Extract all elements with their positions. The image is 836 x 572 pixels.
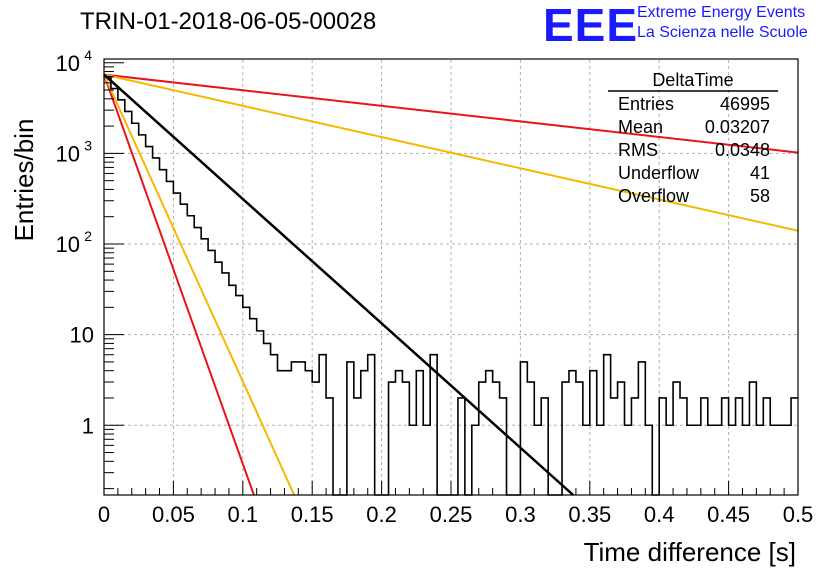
y-tick-label-exponent: 3 — [84, 137, 92, 153]
grid-lines — [104, 59, 798, 495]
x-tick-label: 0.15 — [291, 502, 334, 527]
y-tick-label: 10 — [56, 51, 80, 76]
stats-value-underflow: 41 — [750, 163, 770, 183]
stats-label-underflow: Underflow — [618, 163, 700, 183]
red-fast-fit-line — [103, 74, 255, 496]
x-tick-label: 0.1 — [228, 502, 259, 527]
red-slow-fit-line — [103, 73, 799, 154]
eee-logo: EEE — [543, 0, 639, 51]
y-tick-label: 10 — [70, 323, 94, 348]
y-axis-label: Entries/bin — [9, 119, 39, 242]
x-tick-label: 0.2 — [366, 502, 397, 527]
y-tick-label: 10 — [56, 232, 80, 257]
x-tick-label: 0 — [98, 502, 110, 527]
stats-value-rms: 0.0348 — [715, 140, 770, 160]
x-axis-label: Time difference [s] — [584, 537, 796, 567]
run-title: TRIN-01-2018-06-05-00028 — [80, 8, 377, 35]
x-tick-label: 0.5 — [783, 502, 814, 527]
fit-curves — [103, 73, 799, 496]
y-tick-label-exponent: 4 — [84, 47, 92, 63]
x-tick-label: 0.25 — [430, 502, 473, 527]
y-tick-label: 10 — [56, 141, 80, 166]
black-exponential-fit-line — [103, 73, 574, 496]
x-axis-ticks: 0 0.05 0.1 0.15 0.2 0.25 0.3 0.35 0.4 0.45 0.5 — [98, 481, 813, 527]
orange-slow-fit-line — [103, 73, 799, 232]
stats-value-overflow: 58 — [750, 186, 770, 206]
stats-label-overflow: Overflow — [618, 186, 690, 206]
stats-label-entries: Entries — [618, 94, 674, 114]
stats-value-mean: 0.03207 — [705, 117, 770, 137]
x-tick-label: 0.35 — [568, 502, 611, 527]
stats-label-rms: RMS — [618, 140, 658, 160]
x-tick-label: 0.05 — [152, 502, 195, 527]
x-tick-label: 0.4 — [644, 502, 675, 527]
stats-title: DeltaTime — [652, 70, 733, 90]
x-tick-label: 0.45 — [707, 502, 750, 527]
logo-subtitle-line1: Extreme Energy Events — [637, 4, 806, 21]
y-tick-label-exponent: 2 — [84, 228, 92, 244]
stats-label-mean: Mean — [618, 117, 663, 137]
stats-box: DeltaTime Entries 46995 Mean 0.03207 RMS… — [608, 70, 778, 206]
logo-subtitle-line2: La Scienza nelle Scuole — [637, 24, 808, 41]
y-tick-label: 1 — [82, 413, 94, 438]
stats-value-entries: 46995 — [720, 94, 770, 114]
x-tick-label: 0.3 — [505, 502, 536, 527]
orange-fast-fit-line — [103, 74, 296, 496]
